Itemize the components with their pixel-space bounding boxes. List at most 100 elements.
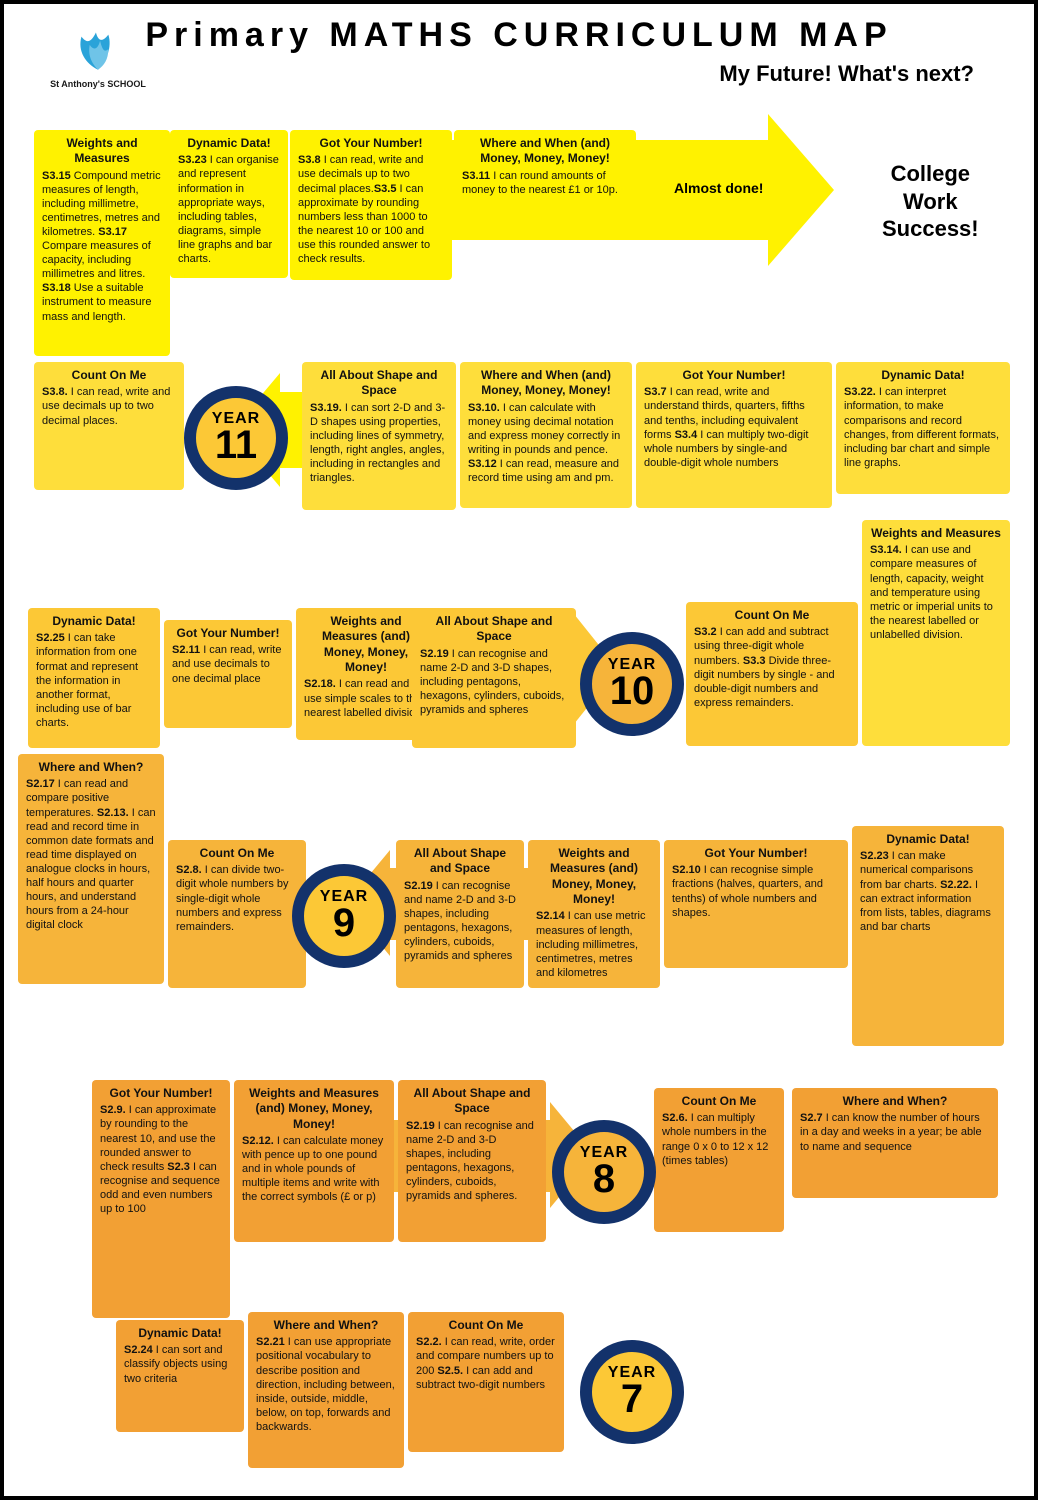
box-body: S3.19. I can sort 2-D and 3-D shapes usi… [310,401,448,485]
curriculum-box: Count On Me S2.8. I can divide two-digit … [168,840,306,988]
box-title: All About Shape and Space [420,614,568,645]
box-title: Count On Me [416,1318,556,1333]
box-title: Where and When? [800,1094,990,1109]
curriculum-box: Count On Me S2.2. I can read, write, orde… [408,1312,564,1452]
box-body: S3.2 I can add and subtract using three-… [694,625,850,709]
box-title: Where and When (and) Money, Money, Money… [462,136,628,167]
box-body: S3.11 I can round amounts of money to th… [462,169,628,197]
box-title: Weights and Measures (and) Money, Money,… [304,614,428,675]
page-subtitle: My Future! What's next? [4,61,974,87]
curriculum-map-page: St Anthony's SCHOOL Primary MATHS CURRIC… [0,0,1038,1500]
year-badge-7: YEAR7 [580,1340,684,1444]
box-title: Got Your Number! [100,1086,222,1101]
year-badge-8: YEAR8 [552,1120,656,1224]
box-title: All About Shape and Space [310,368,448,399]
curriculum-box: Dynamic Data!S2.24 I can sort and classi… [116,1320,244,1432]
curriculum-box: Where and When? S2.21 I can use appropria… [248,1312,404,1468]
box-title: Got Your Number! [298,136,444,151]
box-title: Weights and Measures [42,136,162,167]
curriculum-box: All About Shape and SpaceS2.19 I can rec… [412,608,576,748]
box-body: S2.6. I can multiply whole numbers in th… [662,1111,776,1167]
outcome-line: College [882,160,979,188]
box-title: Got Your Number! [644,368,824,383]
almost-done-label: Almost done! [674,180,763,196]
box-title: All About Shape and Space [406,1086,538,1117]
curriculum-box: Dynamic Data! S3.22. I can interpret info… [836,362,1010,494]
year-number: 9 [333,903,355,943]
box-body: S3.23 I can organise and represent infor… [178,153,280,266]
curriculum-box: Count On Me S2.6. I can multiply whole nu… [654,1088,784,1232]
curriculum-box: Dynamic Data!S2.25 I can take informatio… [28,608,160,748]
year-number: 8 [593,1159,615,1199]
box-body: S2.21 I can use appropriate positional v… [256,1335,396,1434]
box-title: Got Your Number! [172,626,284,641]
box-title: Where and When? [256,1318,396,1333]
curriculum-box: All About Shape and SpaceS3.19. I can so… [302,362,456,510]
box-body: S3.22. I can interpret information, to m… [844,385,1002,469]
box-body: S2.18. I can read and use simple scales … [304,677,428,719]
year-number: 10 [610,671,655,711]
box-body: S2.12. I can calculate money with pence … [242,1134,386,1204]
year-badge-10: YEAR10 [580,632,684,736]
box-title: Where and When (and) Money, Money, Money… [468,368,624,399]
phoenix-icon [67,22,129,74]
outcome-line: Success! [882,215,979,243]
year-number: 11 [215,425,257,465]
box-title: Count On Me [176,846,298,861]
box-body: S2.19 I can recognise and name 2-D and 3… [406,1119,538,1203]
curriculum-box: Got Your Number! S2.10 I can recognise si… [664,840,848,968]
curriculum-box: Got Your Number! S2.11 I can read, write … [164,620,292,728]
box-title: Dynamic Data! [844,368,1002,383]
year-number: 7 [621,1379,643,1419]
box-body: S3.15 Compound metric measures of length… [42,169,162,324]
box-title: Dynamic Data! [124,1326,236,1341]
box-body: S3.10. I can calculate with money using … [468,401,624,485]
box-title: Weights and Measures [870,526,1002,541]
curriculum-box: All About Shape and SpaceS2.19 I can rec… [398,1080,546,1242]
box-title: Dynamic Data! [178,136,280,151]
box-body: S2.2. I can read, write, order and compa… [416,1335,556,1391]
box-body: S3.7 I can read, write and understand th… [644,385,824,469]
box-body: S2.11 I can read, write and use decimals… [172,643,284,685]
box-body: S2.8. I can divide two-digit whole numbe… [176,863,298,933]
box-body: S3.8. I can read, write and use decimals… [42,385,176,427]
curriculum-box: All About Shape and SpaceS2.19 I can rec… [396,840,524,988]
box-title: Where and When? [26,760,156,775]
curriculum-box: Weights and Measures S3.14. I can use and… [862,520,1010,746]
curriculum-box: Dynamic Data! S3.23 I can organise and re… [170,130,288,278]
curriculum-box: Got Your Number! S3.8 I can read, write a… [290,130,452,280]
box-body: S3.8 I can read, write and use decimals … [298,153,444,266]
box-body: S2.10 I can recognise simple fractions (… [672,863,840,919]
year-badge-9: YEAR9 [292,864,396,968]
curriculum-box: Got Your Number! S2.9. I can approximate … [92,1080,230,1318]
box-body: S2.17 I can read and compare positive te… [26,777,156,932]
curriculum-box: Weights and MeasuresS3.15 Compound metri… [34,130,170,356]
outcome-label: College Work Success! [882,160,979,243]
box-body: S2.9. I can approximate by rounding to t… [100,1103,222,1216]
box-body: S2.19 I can recognise and name 2-D and 3… [420,647,568,717]
year-badge-11: YEAR11 [184,386,288,490]
box-body: S3.14. I can use and compare measures of… [870,543,1002,642]
school-logo: St Anthony's SCHOOL [48,22,148,89]
curriculum-box: Where and When (and) Money, Money, Money… [460,362,632,508]
box-title: Dynamic Data! [36,614,152,629]
page-title: Primary MATHS CURRICULUM MAP [4,16,1034,55]
box-body: S2.14 I can use metric measures of lengt… [536,909,652,979]
box-body: S2.19 I can recognise and name 2-D and 3… [404,879,516,963]
curriculum-box: Count On Me S3.8. I can read, write and u… [34,362,184,490]
curriculum-box: Weights and Measures (and) Money, Money,… [234,1080,394,1242]
curriculum-box: Where and When? S2.7 I can know the numbe… [792,1088,998,1198]
logo-text: St Anthony's SCHOOL [48,79,148,89]
outcome-line: Work [882,188,979,216]
box-title: Count On Me [694,608,850,623]
box-body: S2.23 I can make numerical comparisons f… [860,849,996,933]
box-body: S2.7 I can know the number of hours in a… [800,1111,990,1153]
box-title: Got Your Number! [672,846,840,861]
curriculum-box: Weights and Measures (and) Money, Money,… [528,840,660,988]
box-title: Dynamic Data! [860,832,996,847]
box-title: Weights and Measures (and) Money, Money,… [536,846,652,907]
box-title: All About Shape and Space [404,846,516,877]
box-title: Count On Me [42,368,176,383]
box-title: Weights and Measures (and) Money, Money,… [242,1086,386,1132]
box-title: Count On Me [662,1094,776,1109]
